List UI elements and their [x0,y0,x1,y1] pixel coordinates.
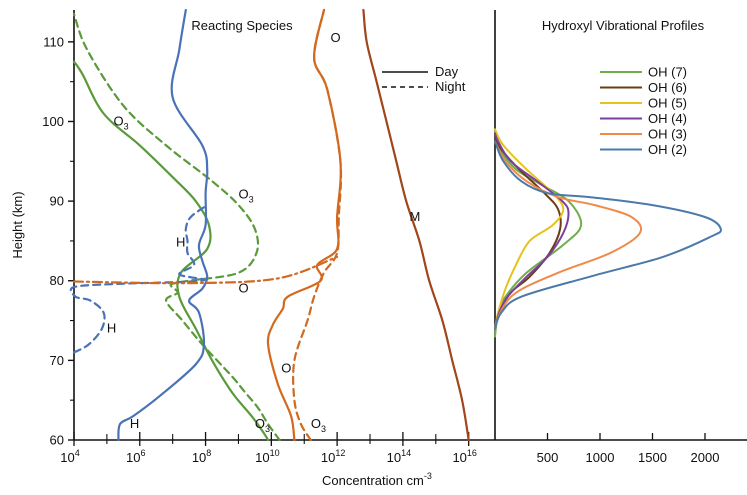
x-tick-exponent: 4 [75,448,80,458]
curve-label: O3 [113,113,128,131]
curve-label: O3 [255,416,270,434]
left-legend: Day Night [382,64,466,94]
curve-label-main: O [311,416,321,431]
x-tick-base: 10 [321,450,335,465]
legend-night-label: Night [435,79,466,94]
right-x-tick-label: 1000 [586,450,615,465]
x-tick-exponent: 14 [401,448,411,458]
curve-label: O [238,281,248,296]
left-series-group [69,8,470,442]
curve-label-main: M [409,209,420,224]
x-tick-base: 10 [255,450,269,465]
curve-label-main: O [255,416,265,431]
curve-label: H [176,235,185,250]
curve-label-subscript: 3 [265,424,270,434]
y-tick-label: 90 [50,194,64,209]
series-o-dashdot-line [72,255,339,285]
right-series-group [494,128,722,338]
y-tick-label: 80 [50,273,64,288]
x-tick-base: 10 [452,450,466,465]
legend-label: OH (5) [648,96,687,111]
y-tick-label: 70 [50,353,64,368]
curve-label: H [107,321,116,336]
x-tick-label: 1012 [321,448,345,465]
curve-label: O3 [311,416,326,434]
x-tick-label: 108 [192,448,211,465]
x-tick-base: 10 [192,450,206,465]
left-y-ticks: 60 70 80 90 100 110 [42,34,74,448]
right-x-tick-label: 500 [537,450,559,465]
legend-label: OH (4) [648,111,687,126]
x-tick-exponent: 6 [141,448,146,458]
right-x-ticks: 500 1000 1500 2000 [537,433,720,465]
curve-label-main: O [238,187,248,202]
legend-label: OH (6) [648,80,687,95]
y-tick-label: 60 [50,433,64,448]
y-tick-label: 110 [43,34,64,49]
legend-label: OH (3) [648,127,687,142]
x-tick-base: 10 [126,450,140,465]
curve-label-main: O [331,30,341,45]
legend-label: OH (2) [648,142,687,157]
series-h-day-line [117,8,209,442]
right-panel-title: Hydroxyl Vibrational Profiles [542,18,705,33]
curve-label-subscript: 3 [249,195,254,205]
curve-label-main: H [107,321,116,336]
curve-label-main: O [281,360,291,375]
x-tick-label: 1014 [387,448,411,465]
curve-label-subscript: 3 [321,424,326,434]
series-m-day-line [362,8,470,442]
x-tick-exponent: 8 [206,448,211,458]
y-axis-label: Height (km) [10,191,25,258]
x-tick-label: 106 [126,448,145,465]
legend-day-label: Day [435,64,459,79]
oh-profile-2-line [494,140,722,330]
right-legend: OH (7)OH (6)OH (5)OH (4)OH (3)OH (2) [600,65,687,157]
right-x-tick-label: 1500 [638,450,667,465]
x-tick-label: 1010 [255,448,279,465]
curve-label: O [331,30,341,45]
curve-label-main: H [130,416,139,431]
y-tick-label: 100 [42,114,64,129]
x-tick-exponent: 12 [335,448,345,458]
series-h-night-line [69,204,209,354]
curve-label: M [409,209,420,224]
right-x-tick-label: 2000 [691,450,720,465]
x-tick-label: 1016 [452,448,476,465]
oh-profile-3-line [494,140,643,330]
x-tick-label: 104 [60,448,79,465]
x-axis-label: Concentration cm-3 [322,471,432,488]
curve-label: O3 [238,187,253,205]
series-o3-night-line [72,12,281,442]
curve-label: O [281,360,291,375]
x-tick-base: 10 [387,450,401,465]
x-axis-label-main: Concentration cm [322,473,424,488]
curve-label-main: O [113,113,123,128]
x-axis-label-superscript: -3 [424,471,432,481]
oh-profile-7-line [494,128,583,338]
legend-label: OH (7) [648,65,687,80]
curve-label-subscript: 3 [124,121,129,131]
x-tick-exponent: 10 [270,448,280,458]
curve-label-main: O [238,281,248,296]
left-x-ticks: 104 106 108 1010 1012 1014 1016 [60,432,477,465]
oh-profile-4-line [494,132,570,330]
curve-label-main: H [176,235,185,250]
oh-profile-5-line [494,128,565,330]
x-tick-base: 10 [60,450,74,465]
left-panel-title: Reacting Species [191,18,293,33]
curve-label: H [130,416,139,431]
x-tick-exponent: 16 [467,448,477,458]
right-panel: Hydroxyl Vibrational Profiles 500 1000 150… [494,18,747,465]
series-o-night-line [292,8,343,442]
